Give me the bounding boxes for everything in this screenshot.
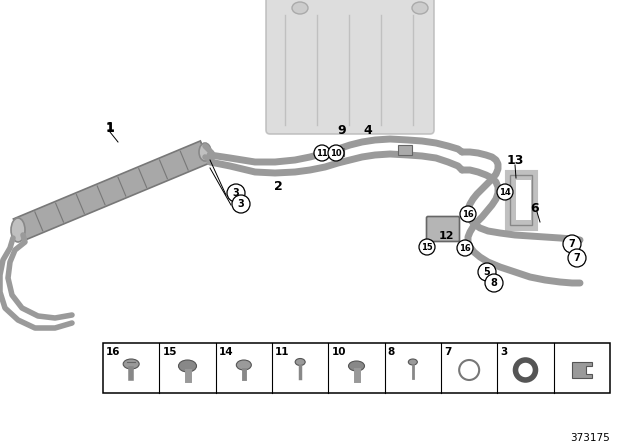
Text: 9: 9 <box>338 124 346 137</box>
Text: 8: 8 <box>388 347 395 357</box>
Text: 373175: 373175 <box>570 433 610 443</box>
Circle shape <box>457 240 473 256</box>
Circle shape <box>485 274 503 292</box>
Ellipse shape <box>123 359 139 369</box>
Text: 7: 7 <box>444 347 451 357</box>
Text: 14: 14 <box>499 188 511 197</box>
Text: 11: 11 <box>275 347 289 357</box>
Bar <box>516 180 531 220</box>
FancyBboxPatch shape <box>266 0 434 134</box>
Text: 14: 14 <box>219 347 234 357</box>
Circle shape <box>314 145 330 161</box>
Text: 13: 13 <box>506 154 524 167</box>
Ellipse shape <box>295 358 305 366</box>
Text: 6: 6 <box>531 202 540 215</box>
Circle shape <box>497 184 513 200</box>
Circle shape <box>478 263 496 281</box>
Ellipse shape <box>11 218 25 242</box>
Bar <box>398 145 412 155</box>
Polygon shape <box>572 362 592 378</box>
Text: 12: 12 <box>438 231 454 241</box>
Circle shape <box>227 184 245 202</box>
Circle shape <box>328 145 344 161</box>
Ellipse shape <box>408 359 417 365</box>
Bar <box>332 148 344 156</box>
Circle shape <box>515 360 536 380</box>
Text: 15: 15 <box>421 242 433 251</box>
Circle shape <box>460 206 476 222</box>
Circle shape <box>419 239 435 255</box>
Text: 3: 3 <box>500 347 508 357</box>
Text: 16: 16 <box>462 210 474 219</box>
Text: 1: 1 <box>106 121 115 134</box>
Text: 16: 16 <box>106 347 120 357</box>
Text: 3: 3 <box>232 188 239 198</box>
Text: 7: 7 <box>573 253 580 263</box>
Text: 1: 1 <box>106 121 115 134</box>
Text: 4: 4 <box>364 124 372 137</box>
Ellipse shape <box>412 2 428 14</box>
Text: 8: 8 <box>491 278 497 288</box>
Text: 16: 16 <box>459 244 471 253</box>
Ellipse shape <box>292 2 308 14</box>
Ellipse shape <box>349 361 365 371</box>
FancyBboxPatch shape <box>426 216 460 241</box>
Ellipse shape <box>199 143 211 161</box>
Text: 3: 3 <box>237 199 244 209</box>
Text: 7: 7 <box>568 239 575 249</box>
Text: 10: 10 <box>332 347 346 357</box>
Polygon shape <box>13 141 210 241</box>
Circle shape <box>459 360 479 380</box>
Ellipse shape <box>236 360 252 370</box>
Circle shape <box>568 249 586 267</box>
Bar <box>103 343 610 393</box>
Text: 2: 2 <box>274 180 282 193</box>
Text: 11: 11 <box>316 148 328 158</box>
Circle shape <box>563 235 581 253</box>
Circle shape <box>232 195 250 213</box>
Text: 10: 10 <box>330 148 342 158</box>
Text: 15: 15 <box>163 347 177 357</box>
Ellipse shape <box>179 360 196 372</box>
Text: 5: 5 <box>484 267 490 277</box>
